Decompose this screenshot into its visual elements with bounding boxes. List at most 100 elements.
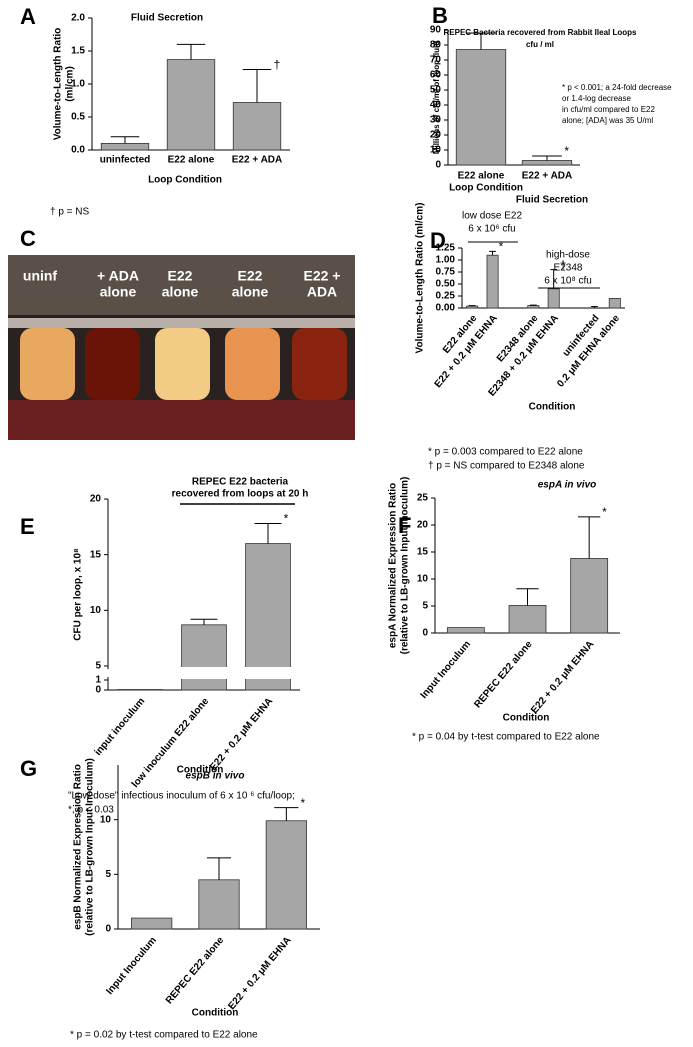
photo-label: alone <box>100 284 137 300</box>
footnote: * p = 0.04 by t-test compared to E22 alo… <box>412 732 600 743</box>
y-axis-label: (ml/cm) <box>65 66 76 102</box>
x-axis-label: Condition <box>192 1008 239 1019</box>
x-tick-label: E22 alone <box>168 155 215 166</box>
photo-label: alone <box>232 284 269 300</box>
y-axis-label: (relative to LB-grown Input Inoculum) <box>85 758 96 936</box>
significance-mark: * <box>499 240 504 254</box>
y-axis-label: espB Normalized Expression Ratio <box>73 764 84 930</box>
x-axis-label: Condition <box>503 713 550 724</box>
footnote: "Low-dose" infectious inoculum of 6 x 10… <box>68 791 295 802</box>
x-tick-label: E22 + ADA <box>522 171 572 182</box>
note: alone; [ADA] was 35 U/ml <box>562 116 653 125</box>
panel-letter: C <box>20 226 36 251</box>
bar <box>608 297 621 309</box>
bar <box>486 254 499 309</box>
bar <box>466 305 479 309</box>
y-tick-label: 20 <box>417 520 429 531</box>
x-tick-label: E22 + 0.2 μM EHNA <box>529 639 596 716</box>
bar <box>455 49 507 166</box>
y-tick-label: 1.25 <box>436 243 456 254</box>
y-tick-label: 10 <box>90 605 102 616</box>
bar <box>166 59 216 151</box>
panel-letter: D <box>430 228 446 253</box>
bar <box>245 543 291 691</box>
y-axis-label: Volume-to-Length Ratio (ml/cm) <box>415 203 426 354</box>
group-annotation: low dose E22 <box>462 211 522 222</box>
y-tick-label: 10 <box>430 145 442 156</box>
y-tick-label: 10 <box>100 814 112 825</box>
chart-title: espA in vivo <box>538 480 597 491</box>
chart-title: recovered from loops at 20 h <box>172 489 309 500</box>
x-tick-label: Input Inoculum <box>419 639 474 701</box>
bar <box>181 624 227 691</box>
chart-title: REPEC Bacteria recovered from Rabbit Ile… <box>444 28 637 37</box>
y-tick-label: 0.75 <box>436 267 456 278</box>
x-tick-label: E22 + 0.2 μM EHNA <box>208 696 275 773</box>
photo-label: ADA <box>307 284 337 300</box>
tube <box>155 328 210 400</box>
significance-mark: * <box>300 796 305 810</box>
bar <box>521 160 573 166</box>
y-tick-label: 0.00 <box>436 303 456 314</box>
tube <box>292 328 347 400</box>
y-tick-label: 1.00 <box>436 255 456 266</box>
y-tick-label: 25 <box>417 493 429 504</box>
footnote: † p = NS compared to E2348 alone <box>428 461 585 472</box>
x-axis-label: Loop Condition <box>148 175 222 186</box>
photo-label: E22 <box>238 268 263 284</box>
y-tick-label: 10 <box>417 574 429 585</box>
panel-letter: F <box>398 513 411 538</box>
y-tick-label: 90 <box>430 25 442 36</box>
bar <box>100 142 150 151</box>
y-tick-label: 20 <box>90 494 102 505</box>
note: in cfu/ml compared to E22 <box>562 105 655 114</box>
bar <box>198 879 240 930</box>
x-axis-label: Condition <box>177 765 224 776</box>
bar <box>508 605 547 634</box>
chart-title: espB in vivo <box>186 771 245 782</box>
panel-letter: B <box>432 3 448 28</box>
rack-bar <box>8 318 355 328</box>
bar <box>232 102 282 151</box>
x-tick-label: Input Inoculum <box>104 935 159 997</box>
y-tick-label: 5 <box>95 661 101 672</box>
y-tick-label: 30 <box>430 115 442 126</box>
y-tick-label: 0.0 <box>71 145 85 156</box>
y-tick-label: 15 <box>417 547 429 558</box>
x-tick-label: E22 alone <box>458 171 505 182</box>
y-tick-label: 0 <box>422 628 428 639</box>
y-tick-label: 15 <box>90 549 102 560</box>
y-tick-label: 80 <box>430 40 442 51</box>
x-tick-label: E22 + ADA <box>232 155 282 166</box>
x-axis-label: Condition <box>529 402 576 413</box>
y-tick-label: 40 <box>430 100 442 111</box>
note: * p < 0.001; a 24-fold decrease <box>562 83 672 92</box>
tube <box>225 328 280 400</box>
y-axis-label: (relative to LB-grown Input Inoculum) <box>400 477 411 655</box>
group-annotation: E2348 <box>554 263 583 274</box>
bar <box>570 558 609 634</box>
x-tick-label: REPEC E22 alone <box>164 935 227 1007</box>
y-tick-label: 60 <box>430 70 442 81</box>
bar <box>131 917 173 930</box>
x-tick-label: E22 + 0.2 μM EHNA <box>226 935 293 1012</box>
y-axis-label: CFU per loop, x 10⁸ <box>73 548 84 641</box>
panel-letter: G <box>20 756 37 781</box>
photo-label: E22 + <box>304 268 341 284</box>
y-tick-label: 1 <box>95 675 101 686</box>
y-tick-label: 0.50 <box>436 279 456 290</box>
chart-title: cfu / ml <box>526 40 554 49</box>
group-annotation: 6 x 10⁶ cfu <box>468 224 515 235</box>
y-tick-label: 0 <box>95 685 101 696</box>
bar <box>446 627 485 634</box>
bar <box>117 689 163 691</box>
y-axis-label: espA Normalized Expression Ratio <box>388 483 399 648</box>
photo <box>8 255 355 440</box>
significance-mark: * <box>284 512 289 526</box>
photo-label: E22 <box>168 268 193 284</box>
tube <box>20 328 75 400</box>
y-tick-label: 5 <box>105 869 111 880</box>
note: or 1.4-log decrease <box>562 94 631 103</box>
x-tick-label: input inoculum <box>93 696 148 758</box>
